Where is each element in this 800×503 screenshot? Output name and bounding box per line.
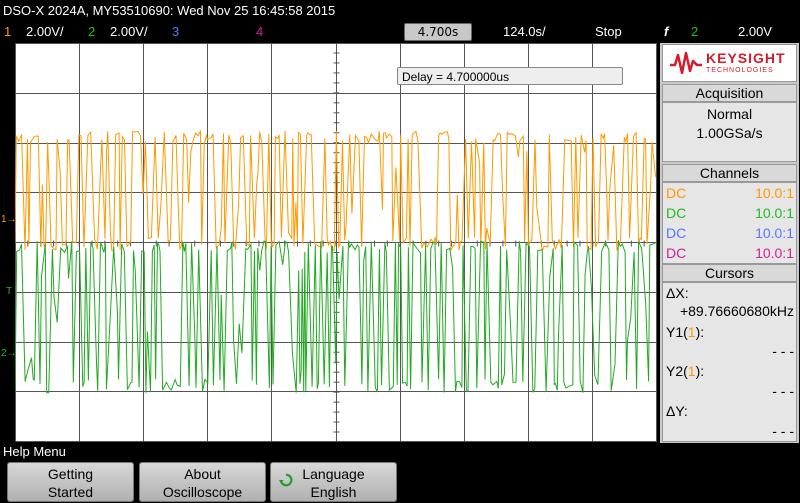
y2-channel-number: 1 [687,363,696,379]
cursor-y2-value: - - - [772,383,794,399]
ch4-coupling: DC [666,245,687,261]
ch2-probe: 10.0:1 [755,205,794,221]
brand-sub: TECHNOLOGIES [706,67,774,74]
ch1-number[interactable]: 1 [4,24,12,39]
channels-header[interactable]: Channels [662,164,797,182]
ch1-marker-label: 1 [1,214,7,225]
y2-label-suffix: ): [695,363,705,379]
ch1-ground-marker[interactable]: 1→ [1,214,17,225]
time-per-div-box[interactable]: 4.700s [404,23,472,41]
trigger-edge-icon: f [664,24,669,39]
keysight-logo: KEYSIGHT TECHNOLOGIES [662,44,797,82]
ch3-number[interactable]: 3 [172,24,180,39]
acquisition-header[interactable]: Acquisition [662,84,797,102]
cursors-header[interactable]: Cursors [662,264,797,282]
rotate-icon [279,473,293,487]
softkey-menu-title: Help Menu [3,444,66,459]
acquisition-panel[interactable]: Normal 1.00GSa/s [662,102,797,162]
time-per-div: 4.700s [417,25,459,39]
ch1-probe: 10.0:1 [755,185,794,201]
ch2-scale[interactable]: 2.00V/ [110,24,148,39]
cursors-panel[interactable]: ΔX: +89.76660680kHz Y1(1): - - - Y2(1): … [662,282,797,442]
acquisition-mode: Normal [706,106,753,122]
keysight-wave-icon [670,51,702,75]
y1-label-prefix: Y1( [666,324,688,340]
cursor-dx-label: ΔX: [666,285,689,301]
ch4-number[interactable]: 4 [256,24,264,39]
cursor-y2-label: Y2(1): [666,363,794,380]
trigger-marker-label: T [6,286,13,297]
cursor-dx-value: +89.76660680kHz [679,303,794,319]
cursor-y1-label: Y1(1): [666,324,794,341]
cursor-dy-label: ΔY: [666,403,688,419]
sample-rate: 1.00GSa/s [696,125,763,141]
cursor-y1-value: - - - [772,343,794,359]
softkey3-line2: English [310,484,357,500]
y1-channel-number: 1 [687,324,696,340]
ch3-coupling: DC [666,225,687,241]
ch3-probe: 10.0:1 [755,225,794,241]
channels-panel[interactable]: DC 10.0:1 DC 10.0:1 DC 10.0:1 DC 10.0:1 [662,182,797,264]
ch1-coupling: DC [666,185,687,201]
time-delay[interactable]: 124.0s/ [503,24,546,39]
softkey1-line1: Getting [47,466,94,482]
softkey3-line1: Language [302,466,365,482]
about-oscilloscope-button[interactable]: About Oscilloscope [139,462,266,502]
waveform-display[interactable]: Delay = 4.700000us [15,43,657,442]
trigger-level[interactable]: 2.00V [738,24,772,39]
softkey2-line2: Oscilloscope [162,484,243,500]
y1-label-suffix: ): [695,324,705,340]
cursor-dy-value: - - - [772,423,794,439]
brand-name: KEYSIGHT [706,50,786,66]
getting-started-button[interactable]: Getting Started [7,462,134,502]
instrument-title: DSO-X 2024A, MY53510690: Wed Nov 25 16:4… [3,3,336,18]
language-button[interactable]: Language English [270,462,397,502]
softkey1-line2: Started [47,484,94,500]
y2-label-prefix: Y2( [666,363,688,379]
ch1-scale[interactable]: 2.00V/ [26,24,64,39]
channel-status-bar: 1 2.00V/ 2 2.00V/ 3 4 124.0s/ Stop f 2 2… [0,20,800,44]
delay-readout: Delay = 4.700000us [397,67,623,85]
ch2-coupling: DC [666,205,687,221]
softkey2-line1: About [184,466,221,482]
ch2-marker-label: 2 [1,348,7,359]
waveform-graph [15,43,657,442]
ch2-ground-marker[interactable]: 2→ [1,348,17,359]
ch4-probe: 10.0:1 [755,245,794,261]
ch2-trace [15,240,657,394]
trigger-channel[interactable]: 2 [691,24,699,39]
run-state[interactable]: Stop [595,24,622,39]
trigger-level-marker[interactable]: T [6,286,12,297]
ch2-number[interactable]: 2 [88,24,96,39]
